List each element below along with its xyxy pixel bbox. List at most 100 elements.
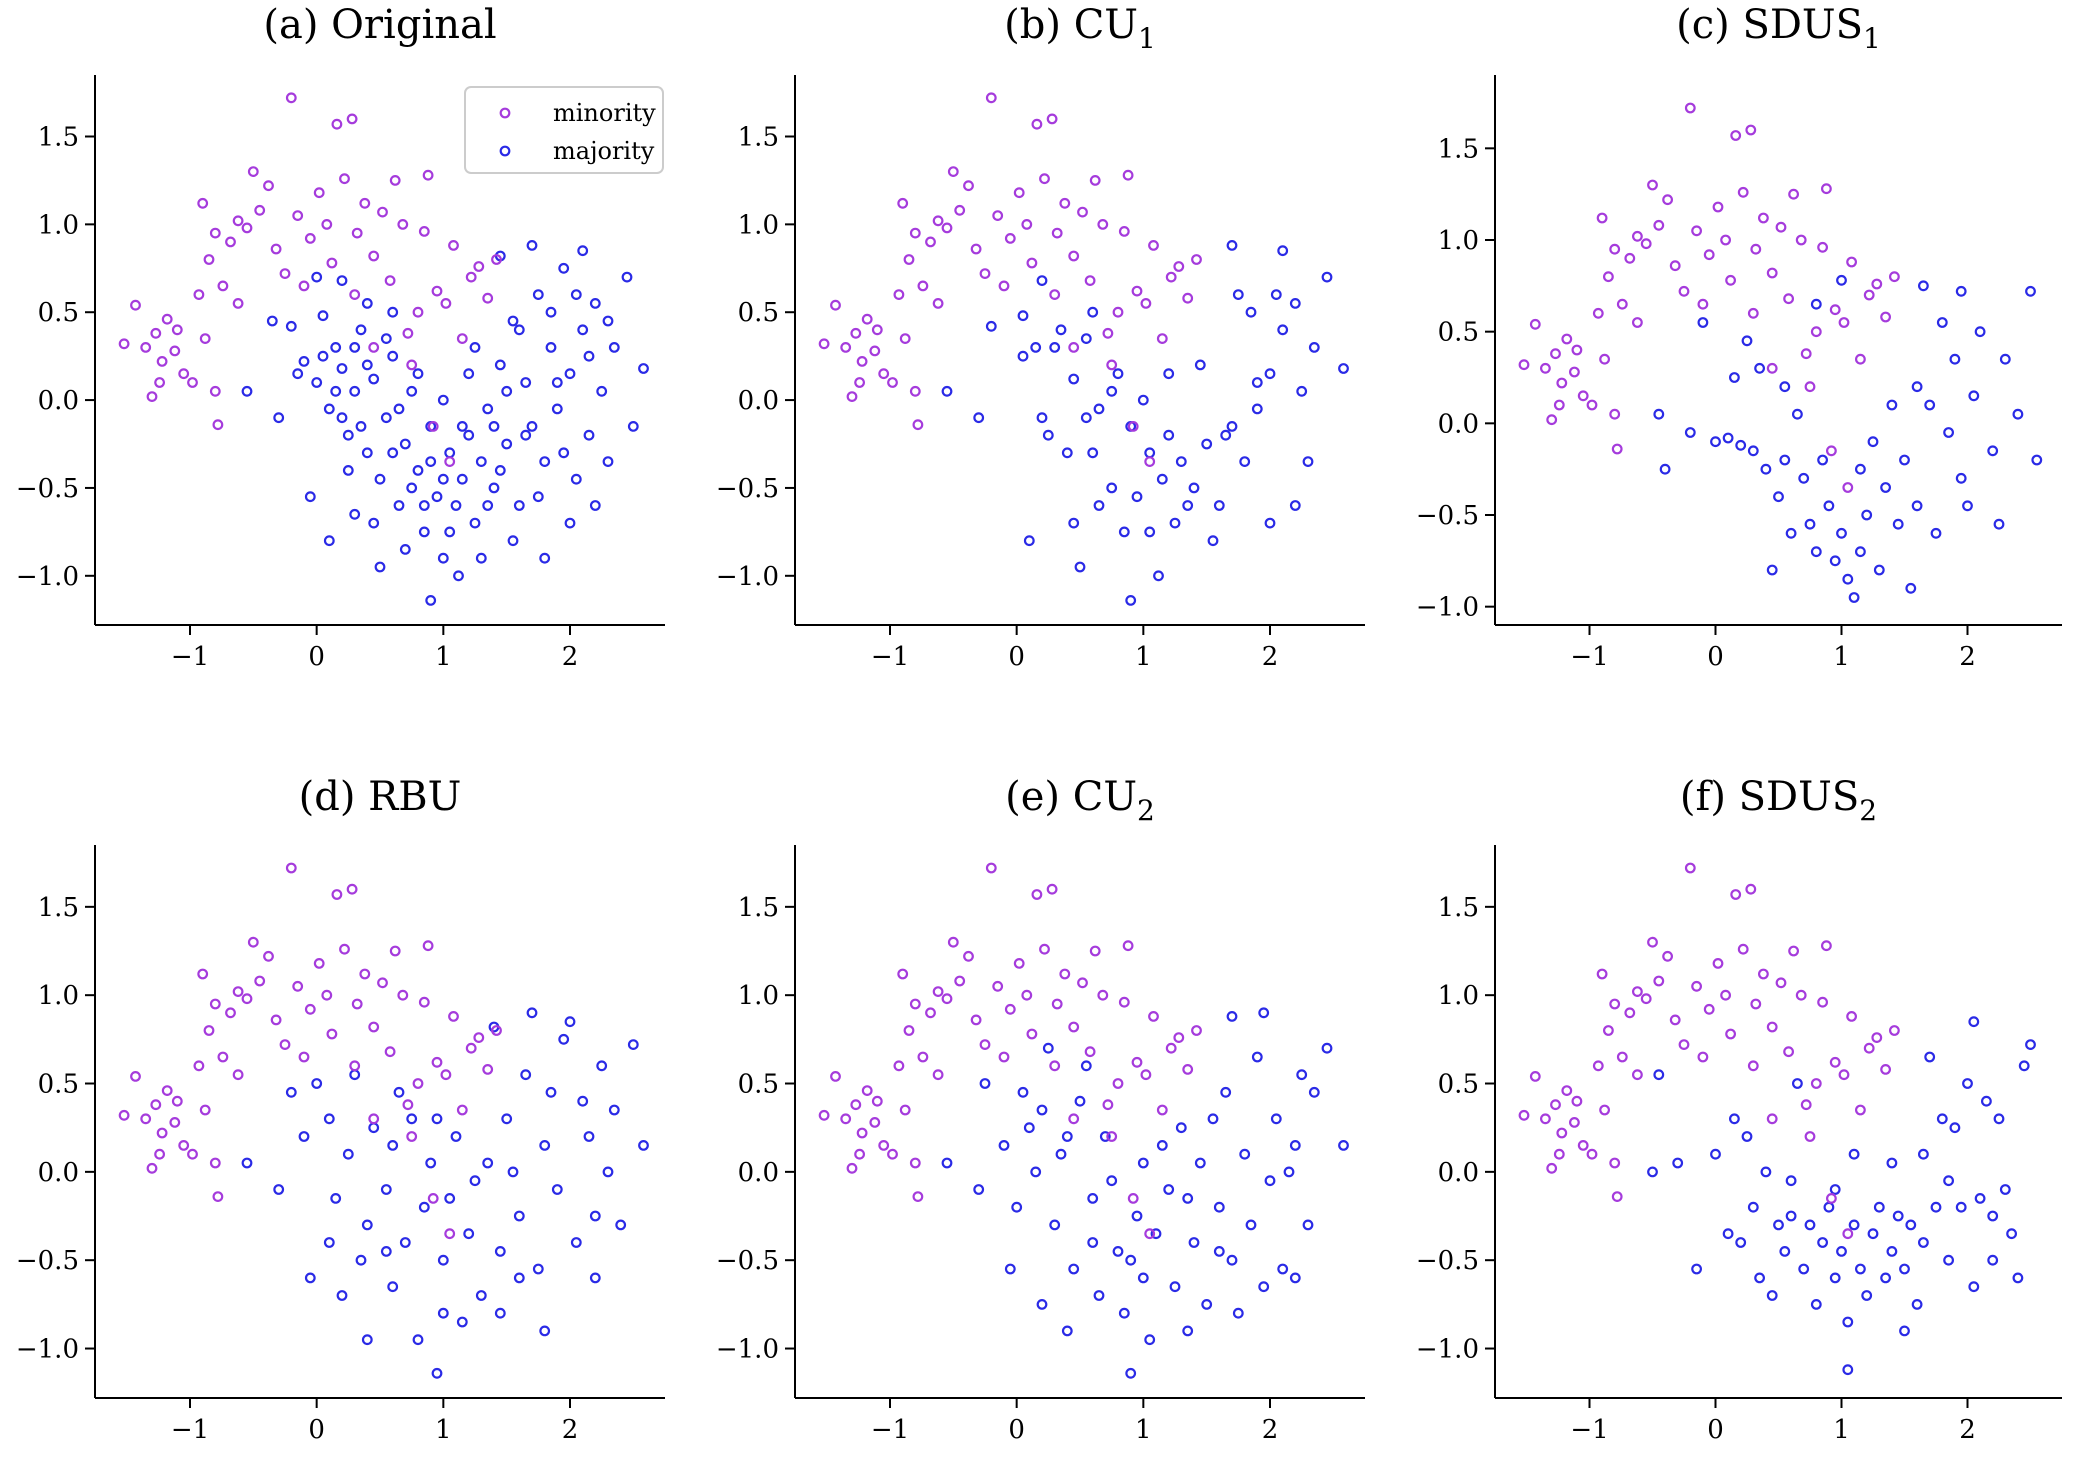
x-tick-label: −1	[871, 1415, 909, 1445]
majority-point	[532, 289, 544, 301]
minority-point	[397, 218, 409, 230]
minority-point	[270, 1014, 282, 1026]
minority-point	[1118, 225, 1130, 237]
minority-point	[232, 986, 244, 997]
minority-point	[304, 1003, 316, 1015]
minority-point	[1102, 1099, 1114, 1111]
majority-point	[627, 1039, 639, 1050]
minority-point	[1745, 124, 1757, 136]
majority-point	[336, 412, 348, 424]
majority-point	[1710, 1148, 1721, 1160]
majority-point	[1068, 1263, 1080, 1275]
majority-point	[431, 1113, 443, 1125]
majority-point	[564, 1016, 576, 1028]
minority-point	[169, 1116, 181, 1128]
minority-point	[384, 275, 396, 287]
x-tick-label: 1	[1833, 1415, 1850, 1445]
minority-point	[418, 996, 430, 1008]
minority-point	[1691, 225, 1702, 237]
majority-point	[1068, 517, 1080, 529]
majority-point	[1886, 399, 1898, 411]
majority-point	[1899, 1263, 1910, 1275]
majority-point	[638, 363, 649, 374]
minority-point	[1031, 889, 1043, 900]
majority-point	[1892, 518, 1904, 530]
minority-point	[427, 1192, 439, 1204]
minority-point	[263, 950, 274, 962]
majority-point	[501, 385, 513, 397]
majority-point	[469, 1175, 481, 1187]
minority-point	[954, 975, 966, 987]
minority-point	[146, 391, 158, 403]
minority-point	[368, 1113, 380, 1125]
minority-point	[925, 236, 936, 248]
majority-point	[1917, 280, 1929, 292]
minority-point	[954, 204, 966, 216]
minority-point	[871, 1095, 883, 1107]
majority-point	[1150, 1228, 1162, 1240]
majority-point	[1245, 306, 1257, 318]
minority-point	[1662, 950, 1673, 962]
majority-point	[453, 570, 464, 582]
majority-legend-label: majority	[553, 137, 655, 165]
minority-point	[917, 280, 929, 292]
minority-point	[893, 1060, 905, 1072]
y-tick-label: 1.0	[38, 210, 79, 240]
minority-point	[412, 1078, 424, 1089]
majority-point	[1873, 564, 1885, 576]
majority-point	[418, 526, 430, 538]
y-tick-label: 1.0	[38, 981, 79, 1011]
majority-point	[979, 1078, 991, 1089]
majority-point	[1194, 1157, 1206, 1169]
majority-point	[330, 385, 342, 397]
majority-point	[1251, 403, 1263, 415]
majority-point	[1905, 582, 1917, 594]
minority-point	[861, 1085, 873, 1096]
minority-point	[209, 227, 221, 239]
minority-point	[932, 215, 944, 227]
x-tick-label: 1	[1833, 642, 1850, 672]
majority-point	[1061, 1131, 1073, 1142]
majority-point	[1741, 335, 1753, 347]
minority-point	[304, 232, 316, 244]
minority-point	[313, 187, 325, 199]
majority-point	[380, 1184, 392, 1195]
majority-point	[1798, 1263, 1810, 1275]
majority-point	[526, 239, 538, 251]
minority-point	[187, 1148, 198, 1160]
minority-point	[1039, 943, 1050, 955]
minority-point	[887, 1148, 898, 1160]
minority-point	[456, 333, 468, 345]
majority-point	[1264, 517, 1276, 529]
majority-point	[311, 271, 323, 283]
minority-point	[1854, 1104, 1866, 1116]
panel-title-main: (e) CU	[1005, 774, 1137, 820]
minority-point	[909, 385, 921, 397]
minority-point	[169, 345, 181, 357]
minority-point	[1871, 1032, 1883, 1043]
x-tick-label: −1	[171, 642, 209, 672]
minority-point	[397, 989, 409, 1001]
majority-point	[241, 385, 253, 397]
minority-point	[389, 945, 401, 957]
minority-point	[830, 299, 841, 311]
minority-point	[932, 986, 944, 997]
minority-point	[1757, 212, 1769, 224]
majority-point	[532, 491, 544, 503]
majority-point	[456, 421, 468, 432]
majority-point	[589, 298, 601, 309]
majority-point	[1283, 1166, 1295, 1178]
minority-point	[1609, 1157, 1621, 1169]
minority-legend-marker	[499, 107, 511, 119]
minority-point	[871, 324, 883, 336]
majority-point	[526, 1007, 538, 1019]
minority-point	[899, 333, 911, 345]
minority-point	[491, 1025, 502, 1036]
majority-point	[1647, 1166, 1658, 1178]
majority-point	[1829, 1272, 1841, 1284]
panel-1: (b) CU1−1 0 1 2−1.0−0.50.00.51.01.5	[716, 2, 1365, 672]
minority-point	[232, 1069, 244, 1081]
minority-point	[1529, 1070, 1541, 1082]
majority-point	[1880, 482, 1891, 493]
